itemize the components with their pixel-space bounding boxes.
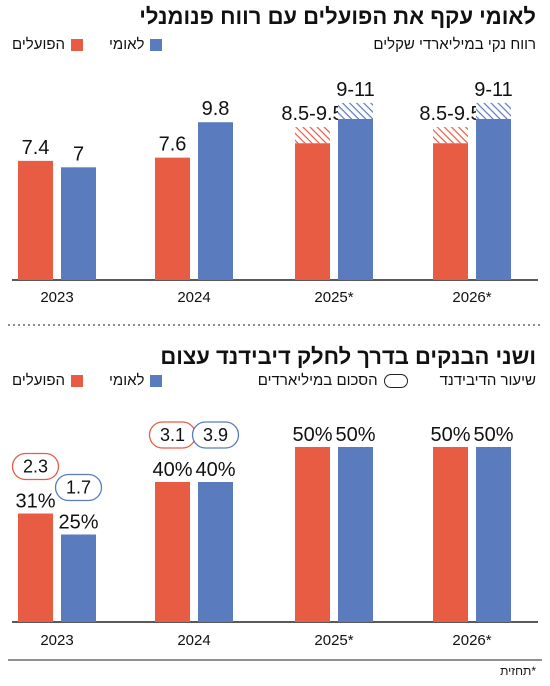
chart2-value-label: 50% — [292, 424, 332, 446]
chart2-value-label: 50% — [430, 424, 470, 446]
chart1-value-label: 9-11 — [474, 79, 513, 101]
chart1-value-label: 9.8 — [202, 98, 230, 120]
legend2-label-leumi: לאומי — [109, 372, 145, 389]
legend-label-leumi: לאומי — [109, 36, 145, 53]
chart2-bar-hapoalim-3 — [433, 447, 468, 622]
legend-label-rate: שיעור הדיבידנד — [439, 372, 536, 389]
chart2-bar-hapoalim-2 — [295, 447, 330, 622]
chart1-bar-leumi-2 — [338, 119, 373, 280]
chart1-bar-hapoalim-2 — [295, 143, 330, 280]
chart1-value-label: 8.5-9.5 — [419, 103, 481, 125]
chart1-range-hapoalim-2 — [295, 127, 330, 144]
chart1-bar-leumi-1 — [198, 122, 233, 280]
chart1-subtitle: רווח נקי במיליארדי שקלים — [373, 36, 536, 53]
chart2-amount-pill — [191, 421, 240, 449]
chart1-category-label: 2026* — [452, 289, 491, 306]
chart2-category-label: 2023 — [40, 632, 73, 649]
chart2-bar-leumi-2 — [338, 447, 373, 622]
chart1-legend: לאומי הפועלים — [12, 36, 163, 53]
chart1-range-leumi-2 — [338, 102, 373, 119]
chart2-bar-hapoalim-1 — [155, 482, 190, 622]
chart2-value-label: 40% — [152, 459, 192, 481]
chart1-category-label: 2023 — [40, 289, 73, 306]
chart2-amount-pill — [11, 452, 60, 481]
chart1-value-label: 7.6 — [159, 134, 187, 156]
legend-pill-amount — [383, 373, 408, 388]
chart1-value-label: 8.5-9.5 — [281, 103, 343, 125]
chart2-legend-extra: שיעור הדיבידנד הסכום במיליארדים — [258, 372, 536, 389]
legend-swatch-leumi — [150, 38, 163, 51]
chart2-amount-pill — [54, 473, 103, 502]
chart1-bar-leumi-3 — [476, 119, 511, 280]
chart2-value-label: 50% — [473, 424, 513, 446]
chart2-amount-label: 3.1 — [160, 425, 185, 445]
chart2-amount-label: 3.9 — [203, 425, 228, 445]
chart1-range-leumi-3 — [476, 102, 511, 119]
legend-label-hapoalim: הפועלים — [12, 36, 65, 53]
chart2-value-label: 40% — [195, 459, 235, 481]
chart2-category-label: 2024 — [177, 632, 210, 649]
chart2-legend: לאומי הפועלים — [12, 372, 163, 389]
legend-label-amount: הסכום במיליארדים — [257, 372, 378, 389]
chart2-category-label: 2026* — [452, 632, 491, 649]
legend2-label-hapoalim: הפועלים — [12, 372, 65, 389]
chart2-amount-label: 1.7 — [66, 478, 91, 498]
chart1-title: לאומי עקף את הפועלים עם רווח פנומנלי — [139, 4, 536, 29]
chart2-value-label: 50% — [335, 424, 375, 446]
footnote: *תחזית — [500, 664, 536, 678]
chart2-value-label: 31% — [15, 491, 55, 513]
chart2-amount-label: 2.3 — [23, 457, 48, 477]
legend2-swatch-hapoalim — [71, 374, 83, 387]
chart2-bar-leumi-0 — [61, 534, 96, 622]
chart1-category-label: 2024 — [177, 289, 210, 306]
chart1-value-label: 9-11 — [336, 79, 375, 101]
chart1-category-label: 2025* — [314, 289, 353, 306]
chart2-title: ושני הבנקים בדרך לחלק דיבידנד עצום — [160, 344, 536, 369]
chart2-value-label: 25% — [58, 512, 98, 534]
chart1-value-label: 7.4 — [22, 137, 50, 159]
chart1-bar-leumi-0 — [61, 167, 96, 280]
chart1-range-hapoalim-3 — [433, 127, 468, 144]
legend2-swatch-leumi — [150, 374, 163, 387]
chart2-bar-leumi-1 — [198, 482, 233, 622]
legend-swatch-hapoalim — [71, 38, 83, 51]
chart1-bar-hapoalim-1 — [155, 157, 190, 280]
chart2-category-label: 2025* — [314, 632, 353, 649]
chart1-bar-hapoalim-0 — [18, 160, 53, 280]
chart2-bar-hapoalim-0 — [18, 513, 53, 622]
chart2-bar-leumi-3 — [476, 447, 511, 622]
chart1-value-label: 7 — [73, 143, 84, 165]
chart1-bar-hapoalim-3 — [433, 143, 468, 280]
